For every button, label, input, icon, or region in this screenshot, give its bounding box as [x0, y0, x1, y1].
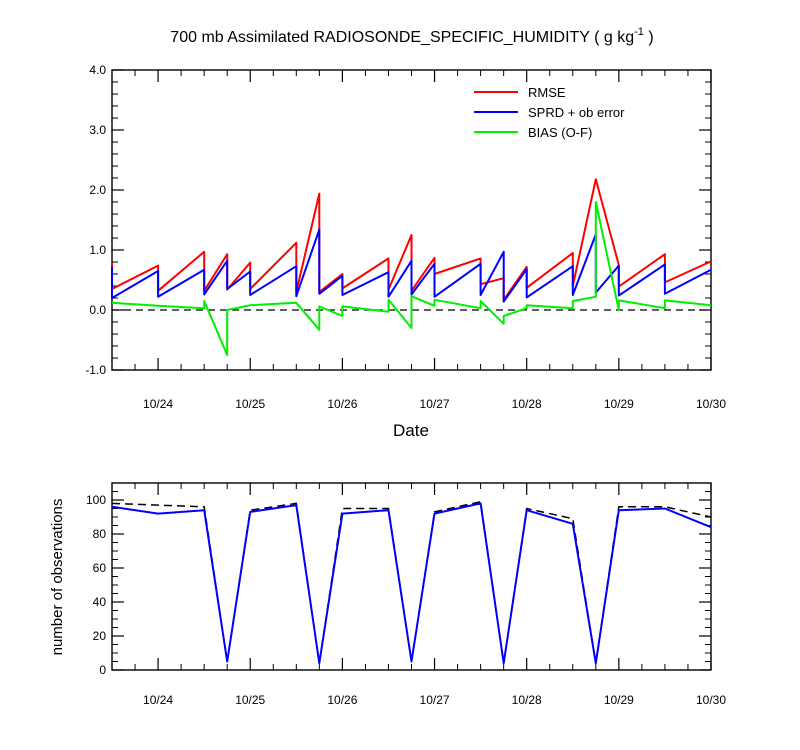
- x-tick-label: 10/26: [327, 693, 357, 707]
- y-tick-label: 3.0: [89, 123, 106, 137]
- x-tick-label: 10/30: [696, 397, 726, 411]
- x-tick-label: 10/28: [512, 693, 542, 707]
- x-tick-label: 10/24: [143, 693, 173, 707]
- bottom-panel: 0 20 40 60 80 100 10/24 10/25 10/26 10/27 10/28 10/…: [86, 482, 726, 707]
- y-tick-label: -1.0: [85, 363, 106, 377]
- x-tick-label: 10/30: [696, 693, 726, 707]
- chart-title: 700 mb Assimilated RADIOSONDE_SPECIFIC_H…: [170, 26, 653, 46]
- x-tick-label: 10/26: [327, 397, 357, 411]
- y-tick-label: 4.0: [89, 63, 106, 77]
- y-tick-label: 20: [93, 629, 107, 643]
- y-tick-label: 1.0: [89, 243, 106, 257]
- x-tick-label: 10/25: [235, 693, 265, 707]
- series-line-rmse: [111, 178, 712, 301]
- legend-label: SPRD + ob error: [528, 105, 625, 120]
- y-tick-label: 100: [86, 493, 106, 507]
- x-tick-label: 10/27: [420, 693, 450, 707]
- x-tick-label: 10/29: [604, 397, 634, 411]
- x-tick-label: 10/24: [143, 397, 173, 411]
- y-tick-label: 2.0: [89, 183, 106, 197]
- y-tick-label: 60: [93, 561, 107, 575]
- x-tick-label: 10/25: [235, 397, 265, 411]
- y-tick-label: 80: [93, 527, 107, 541]
- title-close: ): [644, 29, 654, 46]
- top-panel: -1.0 0.0 1.0 2.0 3.0 4.0 10/24 10/25 10/26 10/27 1…: [85, 63, 726, 411]
- legend-label: RMSE: [528, 85, 566, 100]
- y-tick-label: 0: [99, 663, 106, 677]
- x-tick-label: 10/27: [420, 397, 450, 411]
- title-exponent: -1: [634, 26, 644, 38]
- x-axis-title: Date: [393, 421, 429, 440]
- y-tick-label: 40: [93, 595, 107, 609]
- y-axis-title-observations: number of observations: [49, 499, 66, 656]
- series-line-series-0: [111, 500, 712, 664]
- x-tick-label: 10/28: [512, 397, 542, 411]
- y-tick-label: 0.0: [89, 303, 106, 317]
- series-line-series-1: [111, 502, 712, 665]
- series-line-bias-o-f: [111, 201, 712, 356]
- legend-label: BIAS (O-F): [528, 125, 592, 140]
- x-tick-label: 10/29: [604, 693, 634, 707]
